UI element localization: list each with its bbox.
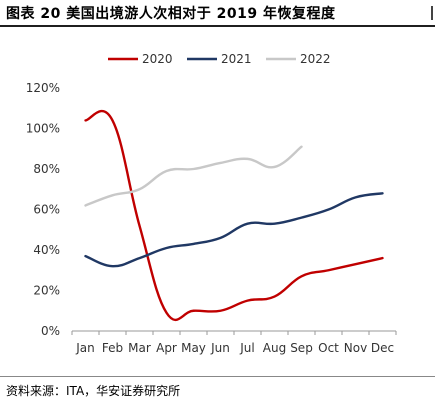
figure-header: 图表 20 美国出境游人次相对于 2019 年恢复程度 — [0, 0, 435, 28]
legend-label-2020: 2020 — [142, 52, 173, 66]
x-tick-label: Mar — [128, 341, 151, 355]
x-tick-label: Jun — [210, 341, 230, 355]
header-corner-mark — [431, 6, 433, 20]
figure-title: 图表 20 美国出境游人次相对于 2019 年恢复程度 — [6, 6, 336, 22]
x-tick-label: Dec — [371, 341, 394, 355]
x-axis: Jan Feb Mar Apr May Jun Jul Aug Sep Oct Nov Dec — [71, 330, 397, 355]
y-tick-label: 20% — [33, 284, 60, 298]
x-tick-label: Jul — [239, 341, 254, 355]
x-tick-label: Feb — [102, 341, 123, 355]
legend-label-2021: 2021 — [221, 52, 252, 66]
series-line-2021 — [84, 192, 384, 268]
x-tick-label: Aug — [263, 341, 286, 355]
series-line-2022 — [84, 145, 303, 207]
x-tick-label: Oct — [318, 341, 339, 355]
title-divider — [0, 25, 435, 27]
legend-label-2022: 2022 — [300, 52, 331, 66]
source-note: 资料来源：ITA，华安证券研究所 — [6, 384, 181, 398]
y-tick-label: 40% — [33, 243, 60, 257]
y-tick-label: 80% — [33, 162, 60, 176]
x-tick-label: Jan — [75, 341, 95, 355]
x-tick-label: Apr — [156, 341, 177, 355]
x-tick-label: Nov — [344, 341, 367, 355]
series-lines — [84, 109, 384, 321]
chart-legend: 2020 2021 2022 — [108, 52, 331, 66]
y-axis: 0% 20% 40% 60% 80% 100% 120% — [26, 81, 60, 338]
x-tick-label: Sep — [290, 341, 313, 355]
series-line-2020 — [84, 109, 384, 321]
y-tick-label: 0% — [41, 324, 60, 338]
y-tick-label: 60% — [33, 203, 60, 217]
y-tick-label: 120% — [26, 81, 60, 95]
y-tick-label: 100% — [26, 122, 60, 136]
line-chart: 2020 2021 2022 0% 20% 40% 60% 80% 100% 120% Jan F… — [26, 52, 397, 355]
source-divider — [0, 376, 435, 377]
x-tick-label: May — [181, 341, 206, 355]
